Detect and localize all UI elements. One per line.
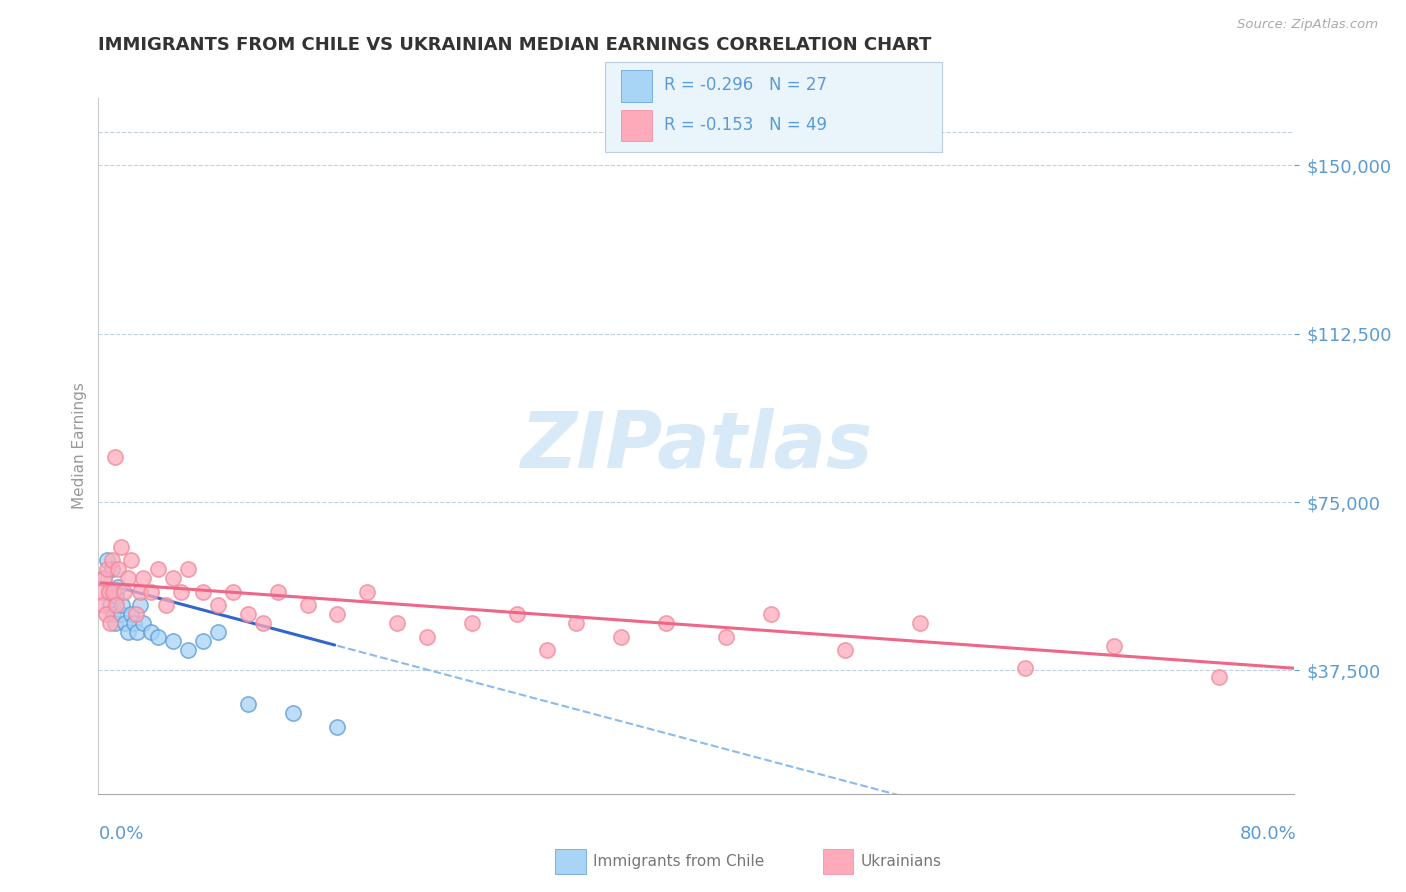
Text: Source: ZipAtlas.com: Source: ZipAtlas.com xyxy=(1237,18,1378,31)
Point xyxy=(98,599,122,613)
Text: R = -0.296   N = 27: R = -0.296 N = 27 xyxy=(664,76,827,94)
Point xyxy=(101,553,124,567)
Point xyxy=(252,616,274,631)
Point xyxy=(834,643,856,657)
Point xyxy=(908,616,931,631)
Point xyxy=(506,607,529,622)
Point xyxy=(177,643,200,657)
Point xyxy=(297,599,319,613)
Text: 80.0%: 80.0% xyxy=(1240,825,1296,843)
Point xyxy=(117,571,139,585)
Point xyxy=(148,562,170,576)
Point xyxy=(139,625,162,640)
Point xyxy=(112,585,135,599)
Point xyxy=(103,585,125,599)
Point xyxy=(91,599,114,613)
Point xyxy=(129,585,152,599)
Point xyxy=(155,599,177,613)
Point xyxy=(326,720,349,734)
Point xyxy=(132,616,155,631)
Point xyxy=(1208,670,1230,684)
Point xyxy=(169,585,191,599)
Point xyxy=(93,571,115,585)
Point xyxy=(1102,639,1125,653)
Text: ZIPatlas: ZIPatlas xyxy=(520,408,872,484)
Text: Immigrants from Chile: Immigrants from Chile xyxy=(593,855,765,869)
Point xyxy=(97,585,120,599)
Point xyxy=(1014,661,1036,675)
Point xyxy=(98,616,122,631)
Point xyxy=(132,571,155,585)
Point xyxy=(191,585,214,599)
Point xyxy=(104,450,127,465)
Point xyxy=(111,599,134,613)
Point xyxy=(93,571,115,585)
Text: R = -0.153   N = 49: R = -0.153 N = 49 xyxy=(664,116,827,134)
Point xyxy=(416,630,439,644)
Point xyxy=(655,616,678,631)
Point xyxy=(96,562,118,576)
Point xyxy=(96,553,118,567)
Point xyxy=(120,607,142,622)
Point xyxy=(714,630,737,644)
Point xyxy=(105,599,128,613)
Point xyxy=(94,607,117,622)
Point xyxy=(125,607,148,622)
Point xyxy=(120,553,142,567)
Point xyxy=(114,616,136,631)
Point xyxy=(759,607,782,622)
Point xyxy=(139,585,162,599)
Point xyxy=(385,616,409,631)
Point xyxy=(267,585,290,599)
Point xyxy=(610,630,633,644)
Point xyxy=(207,599,229,613)
Point xyxy=(110,540,132,554)
Point xyxy=(117,625,139,640)
Point xyxy=(110,607,132,622)
Point xyxy=(236,697,259,711)
Point xyxy=(127,625,149,640)
Point xyxy=(565,616,588,631)
Point xyxy=(101,562,124,576)
Point xyxy=(105,590,128,604)
Point xyxy=(236,607,259,622)
Point xyxy=(90,585,112,599)
Point xyxy=(177,562,200,576)
Point xyxy=(281,706,304,720)
Point xyxy=(162,634,184,648)
Text: Ukrainians: Ukrainians xyxy=(860,855,942,869)
Text: IMMIGRANTS FROM CHILE VS UKRAINIAN MEDIAN EARNINGS CORRELATION CHART: IMMIGRANTS FROM CHILE VS UKRAINIAN MEDIA… xyxy=(98,36,932,54)
Y-axis label: Median Earnings: Median Earnings xyxy=(72,383,87,509)
Point xyxy=(356,585,378,599)
Point xyxy=(124,616,146,631)
Point xyxy=(107,581,129,595)
Point xyxy=(461,616,484,631)
Text: 0.0%: 0.0% xyxy=(98,825,143,843)
Point xyxy=(104,616,127,631)
Point xyxy=(162,571,184,585)
Point xyxy=(536,643,558,657)
Point xyxy=(129,599,152,613)
Point xyxy=(107,562,129,576)
Point xyxy=(97,585,120,599)
Point xyxy=(207,625,229,640)
Point xyxy=(326,607,349,622)
Point xyxy=(103,607,125,622)
Point xyxy=(148,630,170,644)
Point xyxy=(222,585,245,599)
Point xyxy=(191,634,214,648)
